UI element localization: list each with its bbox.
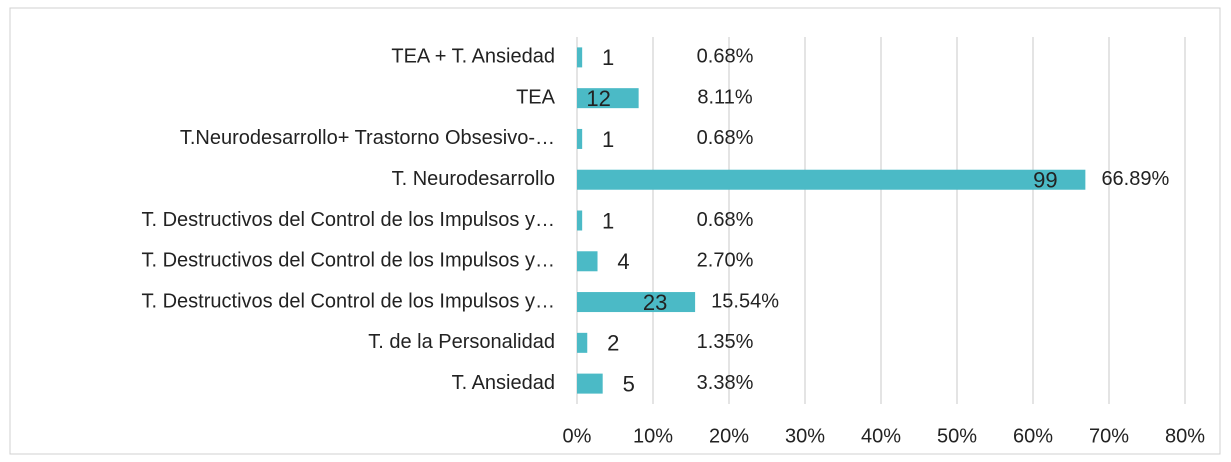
- y-tick-label: T. Destructivos del Control de los Impul…: [142, 290, 556, 312]
- count-label: 12: [586, 86, 610, 111]
- value-label: 2.70%: [697, 250, 754, 272]
- y-tick-label: TEA: [516, 86, 556, 108]
- value-label: 0.68%: [697, 209, 754, 231]
- count-label: 2: [607, 331, 619, 356]
- bar: [577, 88, 639, 109]
- y-tick-label: T. Neurodesarrollo: [392, 168, 555, 190]
- bar: [577, 210, 583, 231]
- count-label: 5: [623, 371, 635, 396]
- x-tick-label: 70%: [1089, 425, 1129, 447]
- bar: [577, 128, 583, 149]
- count-label: 1: [602, 45, 614, 70]
- x-tick-label: 30%: [785, 425, 825, 447]
- y-tick-label: T. Ansiedad: [452, 372, 555, 394]
- count-label: 4: [617, 249, 629, 274]
- value-label: 66.89%: [1101, 168, 1169, 190]
- x-tick-label: 50%: [937, 425, 977, 447]
- count-label: 1: [602, 127, 614, 152]
- x-tick-label: 40%: [861, 425, 901, 447]
- count-label: 1: [602, 208, 614, 233]
- x-tick-label: 10%: [633, 425, 673, 447]
- value-label: 0.68%: [697, 127, 754, 149]
- value-label: 3.38%: [697, 372, 754, 394]
- x-tick-label: 60%: [1013, 425, 1053, 447]
- value-label: 15.54%: [711, 290, 779, 312]
- count-label: 99: [1033, 168, 1057, 193]
- value-label: 8.11%: [697, 86, 752, 108]
- chart-frame: [9, 7, 1221, 455]
- bar: [577, 373, 603, 394]
- bar: [577, 47, 583, 68]
- value-label: 0.68%: [697, 46, 754, 68]
- x-tick-label: 20%: [709, 425, 749, 447]
- y-tick-label: T. de la Personalidad: [368, 331, 555, 353]
- y-tick-label: TEA + T. Ansiedad: [391, 46, 555, 68]
- y-tick-label: T. Destructivos del Control de los Impul…: [142, 209, 556, 231]
- bar: [577, 332, 588, 353]
- x-tick-label: 0%: [563, 425, 592, 447]
- x-tick-label: 80%: [1165, 425, 1205, 447]
- count-label: 23: [643, 290, 667, 315]
- value-label: 1.35%: [697, 331, 754, 353]
- bar: [577, 251, 598, 272]
- bar: [577, 169, 1086, 190]
- y-tick-label: T. Destructivos del Control de los Impul…: [142, 250, 556, 272]
- bar: [577, 292, 696, 313]
- y-tick-label: T.Neurodesarrollo+ Trastorno Obsesivo-…: [180, 127, 555, 149]
